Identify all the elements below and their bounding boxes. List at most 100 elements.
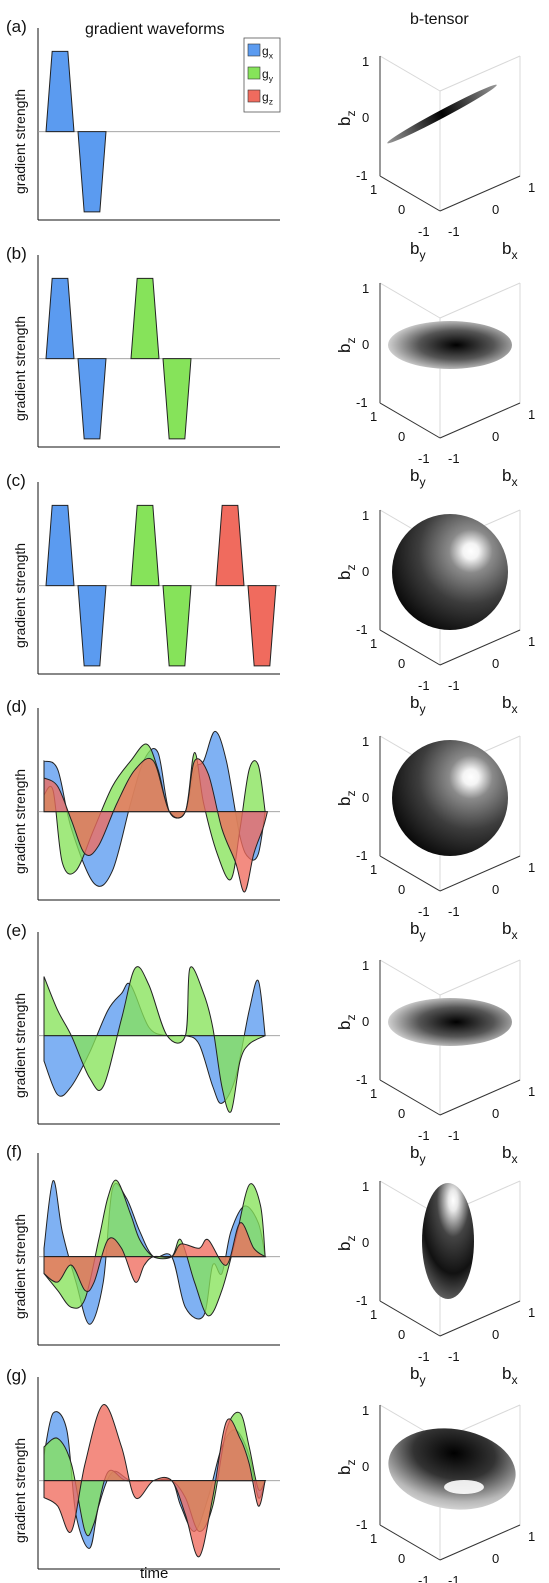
tick-by-top: 1 <box>370 1307 377 1322</box>
tick-by-mid: 0 <box>398 429 405 444</box>
tick-bx-bottom: -1 <box>448 904 460 919</box>
tick-by-mid: 0 <box>398 1551 405 1566</box>
label-bx: bx <box>502 1364 518 1387</box>
y-axis-label: gradient strength <box>12 769 28 874</box>
tick-bx-top: 1 <box>528 1084 535 1099</box>
label-by: by <box>410 693 426 716</box>
label-bx: bx <box>502 239 518 262</box>
legend-label-gx: gx <box>262 44 274 61</box>
tick-bx-bottom: -1 <box>448 1128 460 1143</box>
tick-bx-top: 1 <box>528 407 535 422</box>
tick-by-mid: 0 <box>398 1327 405 1342</box>
waveform-gx-lobe-pos <box>45 277 75 360</box>
y-axis-label: gradient strength <box>12 1214 28 1319</box>
tensor-box-line <box>379 959 441 996</box>
panel-label: (g) <box>6 1366 27 1385</box>
tick-bx-mid: 0 <box>492 882 499 897</box>
waveform-gz <box>43 1404 266 1558</box>
axis-bx <box>439 1524 521 1561</box>
tensor-box-line <box>439 959 521 996</box>
legend-label-gz: gz <box>262 90 273 107</box>
waveform-gx-lobe-neg <box>77 585 107 667</box>
tick-bz-bottom: -1 <box>356 1072 368 1087</box>
label-bz: bz <box>335 790 358 806</box>
tick-by-bottom: -1 <box>418 1349 430 1364</box>
y-axis-label: gradient strength <box>12 1438 28 1543</box>
legend-swatch-gy <box>247 66 261 80</box>
label-bz: bz <box>335 110 358 126</box>
axis-by <box>379 855 441 892</box>
label-by: by <box>410 1364 426 1387</box>
tick-bx-mid: 0 <box>492 1551 499 1566</box>
tick-by-top: 1 <box>370 1086 377 1101</box>
right-column-header: b-tensor <box>410 11 469 28</box>
waveform-gz-lobe-neg <box>247 585 277 667</box>
tick-by-bottom: -1 <box>418 451 430 466</box>
tick-bz-mid: 0 <box>362 1459 369 1474</box>
tick-bz-mid: 0 <box>362 564 369 579</box>
waveform-gz-lobe-pos <box>215 504 245 587</box>
tick-bz-top: 1 <box>362 734 369 749</box>
tensor-planar-shape <box>388 998 512 1046</box>
tick-by-mid: 0 <box>398 656 405 671</box>
waveform-gz <box>43 1222 267 1293</box>
tensor-sphere-shape <box>392 514 508 630</box>
label-by: by <box>410 1143 426 1166</box>
y-axis-label: gradient strength <box>12 316 28 421</box>
tick-by-bottom: -1 <box>418 1573 430 1583</box>
tick-bz-mid: 0 <box>362 110 369 125</box>
tick-by-top: 1 <box>370 1531 377 1546</box>
tick-bz-top: 1 <box>362 508 369 523</box>
tensor-box-line <box>439 282 521 319</box>
tick-by-mid: 0 <box>398 882 405 897</box>
tick-bz-bottom: -1 <box>356 395 368 410</box>
waveform-gx-lobe-pos <box>45 504 75 587</box>
tick-bz-bottom: -1 <box>356 168 368 183</box>
tick-bz-mid: 0 <box>362 1014 369 1029</box>
tensor-line-shape <box>387 84 497 144</box>
waveform-gy-lobe-pos <box>130 277 160 360</box>
waveform-gx-lobe-neg <box>77 131 107 213</box>
tick-bx-top: 1 <box>528 1529 535 1544</box>
tick-bx-bottom: -1 <box>448 1573 460 1583</box>
left-column-header: gradient waveforms <box>85 21 225 38</box>
tick-bx-top: 1 <box>528 634 535 649</box>
waveform-gy-lobe-pos <box>130 504 160 587</box>
tick-by-mid: 0 <box>398 1106 405 1121</box>
label-bz: bz <box>335 337 358 353</box>
axis-by <box>379 402 441 439</box>
axis-by <box>379 1300 441 1337</box>
time-axis-label: time <box>140 1565 168 1582</box>
waveform-gy-lobe-neg <box>162 585 192 667</box>
tick-bx-top: 1 <box>528 1305 535 1320</box>
tick-by-top: 1 <box>370 862 377 877</box>
tick-by-bottom: -1 <box>418 904 430 919</box>
tick-bx-bottom: -1 <box>448 451 460 466</box>
axis-by <box>379 1079 441 1116</box>
tick-bz-mid: 0 <box>362 337 369 352</box>
axis-bx <box>439 1300 521 1337</box>
axis-bx <box>439 855 521 892</box>
waveform-gz <box>43 757 269 893</box>
panel-label: (f) <box>6 1142 22 1161</box>
y-axis-label: gradient strength <box>12 993 28 1098</box>
waveform-gy <box>43 966 266 1113</box>
label-by: by <box>410 466 426 489</box>
tick-bx-bottom: -1 <box>448 224 460 239</box>
label-bz: bz <box>335 564 358 580</box>
tick-bz-bottom: -1 <box>356 848 368 863</box>
y-axis-label: gradient strength <box>12 543 28 648</box>
axis-bx <box>439 402 521 439</box>
legend-swatch-gx <box>247 43 261 57</box>
tick-by-top: 1 <box>370 182 377 197</box>
axis-by <box>379 1524 441 1561</box>
axis-by <box>379 175 441 212</box>
label-bz: bz <box>335 1459 358 1475</box>
waveform-gy-lobe-neg <box>162 358 192 440</box>
legend-swatch-gz <box>247 89 261 103</box>
tick-bz-mid: 0 <box>362 790 369 805</box>
tick-by-bottom: -1 <box>418 224 430 239</box>
